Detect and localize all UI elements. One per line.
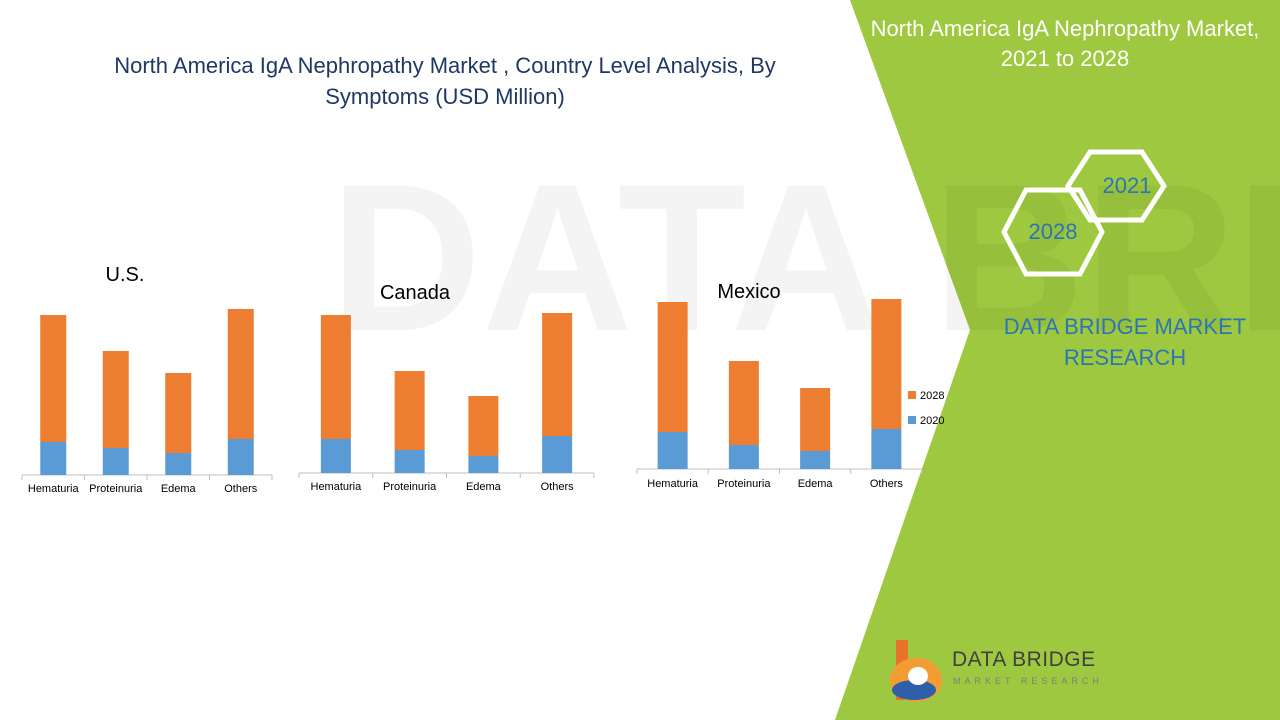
bar-2028-edema: [468, 396, 499, 456]
bar-2020-proteinuria: [394, 450, 425, 473]
bar-2028-proteinuria: [728, 361, 759, 445]
x-tick-label: Others: [224, 483, 258, 495]
hexagon-2021-icon: [1065, 149, 1167, 223]
x-tick-label: Proteinuria: [717, 478, 771, 490]
bar-2020-proteinuria: [102, 448, 129, 475]
chart-title-us: U.S.: [105, 264, 145, 286]
legend-label-2020: 2020: [920, 415, 944, 427]
bar-2020-hematuria: [657, 432, 688, 469]
bar-2028-others: [542, 313, 573, 436]
x-tick-label: Others: [541, 481, 575, 493]
bar-2020-edema: [468, 456, 499, 473]
hex-label-2021: 2021: [1102, 173, 1152, 198]
x-tick-label: Hematuria: [311, 481, 363, 493]
x-tick-label: Proteinuria: [383, 481, 437, 493]
bar-2020-others: [871, 429, 902, 469]
hexagon-2028-icon: [1001, 187, 1105, 277]
bar-2020-others: [542, 436, 573, 473]
bar-2028-hematuria: [320, 315, 351, 439]
chart-title-mexico: Mexico: [717, 281, 781, 303]
bar-2020-edema: [165, 453, 192, 475]
bar-2020-edema: [800, 451, 831, 469]
green-side-panel: [835, 0, 1280, 720]
legend-swatch-2028: [908, 391, 916, 399]
bar-2028-others: [227, 309, 254, 439]
legend-label-2028: 2028: [920, 390, 944, 402]
bar-2020-proteinuria: [728, 445, 759, 469]
x-tick-label: Hematuria: [647, 478, 699, 490]
bar-2020-others: [227, 439, 254, 475]
logo-text: DATA BRIDGE: [952, 648, 1096, 671]
bar-2028-edema: [165, 373, 192, 453]
data-bridge-logo-icon: [890, 640, 942, 702]
bar-2028-hematuria: [657, 302, 688, 432]
x-tick-label: Edema: [798, 478, 834, 490]
side-panel-title: North America IgA Nephropathy Market, 20…: [870, 16, 1260, 71]
hex-label-2028: 2028: [1028, 219, 1078, 244]
x-tick-label: Hematuria: [28, 483, 80, 495]
bar-2020-hematuria: [320, 439, 351, 473]
x-tick-label: Edema: [161, 483, 197, 495]
bar-2028-hematuria: [40, 315, 67, 442]
bar-2028-others: [871, 299, 902, 429]
x-tick-label: Edema: [466, 481, 502, 493]
chart-main-title: North America IgA Nephropathy Market , C…: [114, 53, 776, 109]
bar-2028-proteinuria: [102, 351, 129, 448]
x-tick-label: Proteinuria: [89, 483, 143, 495]
bar-2020-hematuria: [40, 442, 67, 475]
bar-2028-edema: [800, 388, 831, 451]
watermark-mark: DATA BRIDGE: [330, 140, 1280, 375]
x-tick-label: Others: [870, 478, 904, 490]
bar-2028-proteinuria: [394, 371, 425, 450]
legend-swatch-2020: [908, 416, 916, 424]
chart-title-canada: Canada: [379, 282, 451, 304]
logo-subtext: MARKET RESEARCH: [953, 676, 1103, 686]
brand-name: DATA BRIDGE MARKET RESEARCH: [1003, 314, 1247, 370]
